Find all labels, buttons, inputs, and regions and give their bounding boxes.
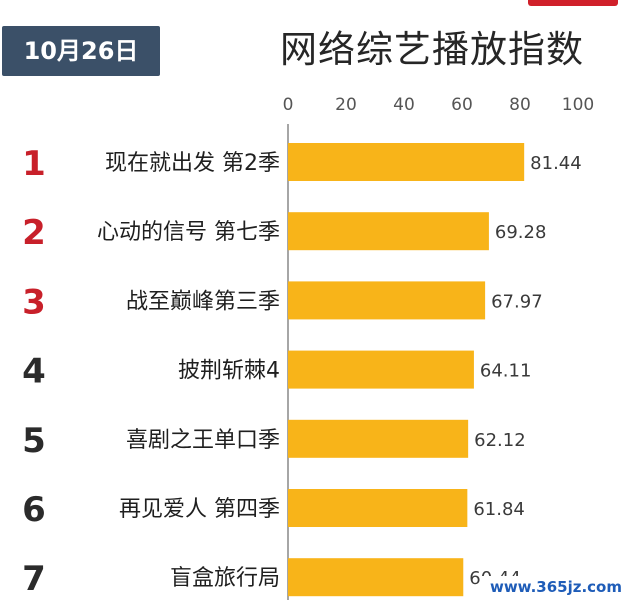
bar	[288, 143, 525, 181]
category-label: 心动的信号 第七季	[97, 220, 280, 245]
category-label: 喜剧之王单口季	[126, 428, 280, 453]
bar	[288, 350, 474, 389]
x-tick-label: 80	[509, 95, 531, 115]
category-label: 披荆斩棘4	[178, 359, 280, 384]
x-tick-label: 100	[562, 95, 594, 115]
rank-number: 4	[22, 352, 46, 392]
rank-number: 7	[22, 559, 46, 599]
x-tick-label: 0	[283, 95, 294, 115]
category-label: 现在就出发 第2季	[105, 151, 280, 176]
bar	[288, 281, 486, 320]
rank-number: 6	[22, 490, 46, 530]
category-label: 盲盒旅行局	[170, 566, 280, 591]
value-label: 64.11	[480, 361, 532, 382]
site-watermark: www.365jz.com	[479, 576, 632, 598]
x-tick-label: 60	[451, 95, 473, 115]
value-label: 67.97	[491, 291, 543, 312]
bar	[288, 419, 469, 458]
top-accent-red	[528, 0, 618, 6]
bar	[288, 212, 489, 251]
date-badge: 10月26日	[2, 26, 160, 76]
value-label: 69.28	[495, 222, 547, 243]
category-label: 战至巅峰第三季	[126, 289, 280, 314]
value-label: 81.44	[530, 153, 582, 174]
value-label: 61.84	[473, 499, 525, 520]
rank-number: 3	[22, 282, 46, 322]
chart-title: 网络综艺播放指数	[280, 28, 584, 71]
rank-number: 5	[22, 421, 46, 461]
x-tick-label: 20	[335, 95, 357, 115]
rank-number: 1	[22, 144, 46, 184]
bar	[288, 558, 464, 597]
x-tick-label: 40	[393, 95, 415, 115]
value-label: 62.12	[474, 430, 526, 451]
bar	[288, 489, 468, 527]
category-label: 再见爱人 第四季	[119, 497, 280, 522]
rank-number: 2	[22, 213, 46, 253]
top-accent-bar	[0, 0, 640, 6]
